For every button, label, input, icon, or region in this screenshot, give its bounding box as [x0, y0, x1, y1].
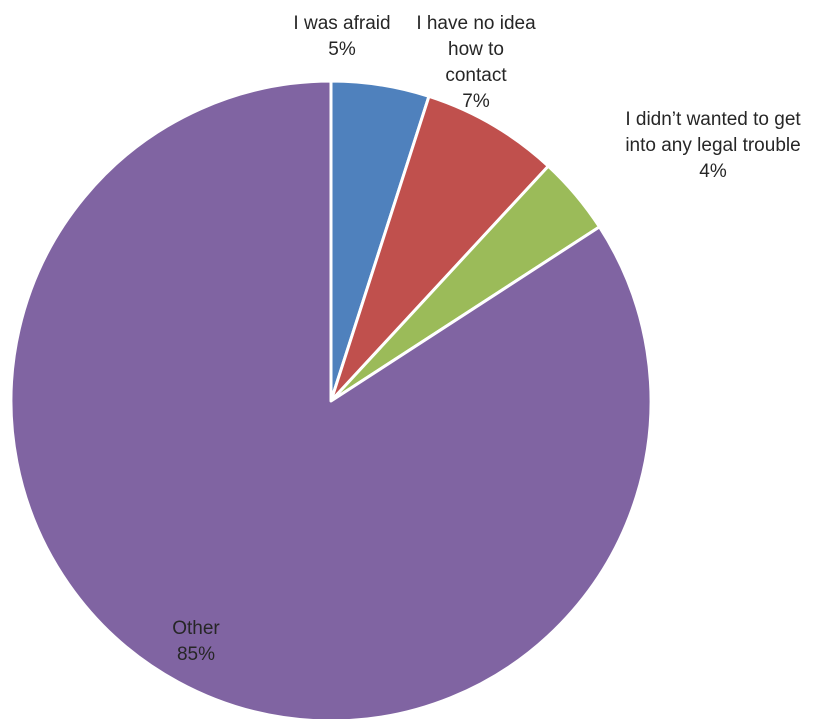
slice-category-label: I have no idea	[416, 13, 536, 34]
slice-percent-label: 85%	[177, 644, 215, 665]
pie-label-2: I didn’t wanted to get into any legal tro…	[625, 109, 801, 182]
pie-slice-3	[9, 79, 653, 719]
slice-percent-label: 4%	[699, 161, 727, 182]
slice-category-label: I didn’t wanted to get	[625, 109, 801, 130]
slice-percent-label: 7%	[462, 91, 490, 112]
pie-slices	[9, 79, 653, 719]
pie-slice-1	[329, 94, 550, 403]
slice-category-label: Other	[172, 618, 220, 639]
pie-data-labels: I was afraid 5% I have no idea how to contac…	[172, 13, 801, 665]
slice-category-label: contact	[445, 65, 507, 86]
slice-percent-label: 5%	[328, 39, 356, 60]
pie-label-1: I have no idea how to contact 7%	[416, 13, 536, 112]
pie-label-3: Other 85%	[172, 618, 220, 665]
slice-category-label: I was afraid	[293, 13, 390, 34]
pie-label-0: I was afraid 5%	[293, 13, 390, 60]
slice-category-label: how to	[448, 39, 504, 60]
slice-category-label: into any legal trouble	[625, 135, 800, 156]
